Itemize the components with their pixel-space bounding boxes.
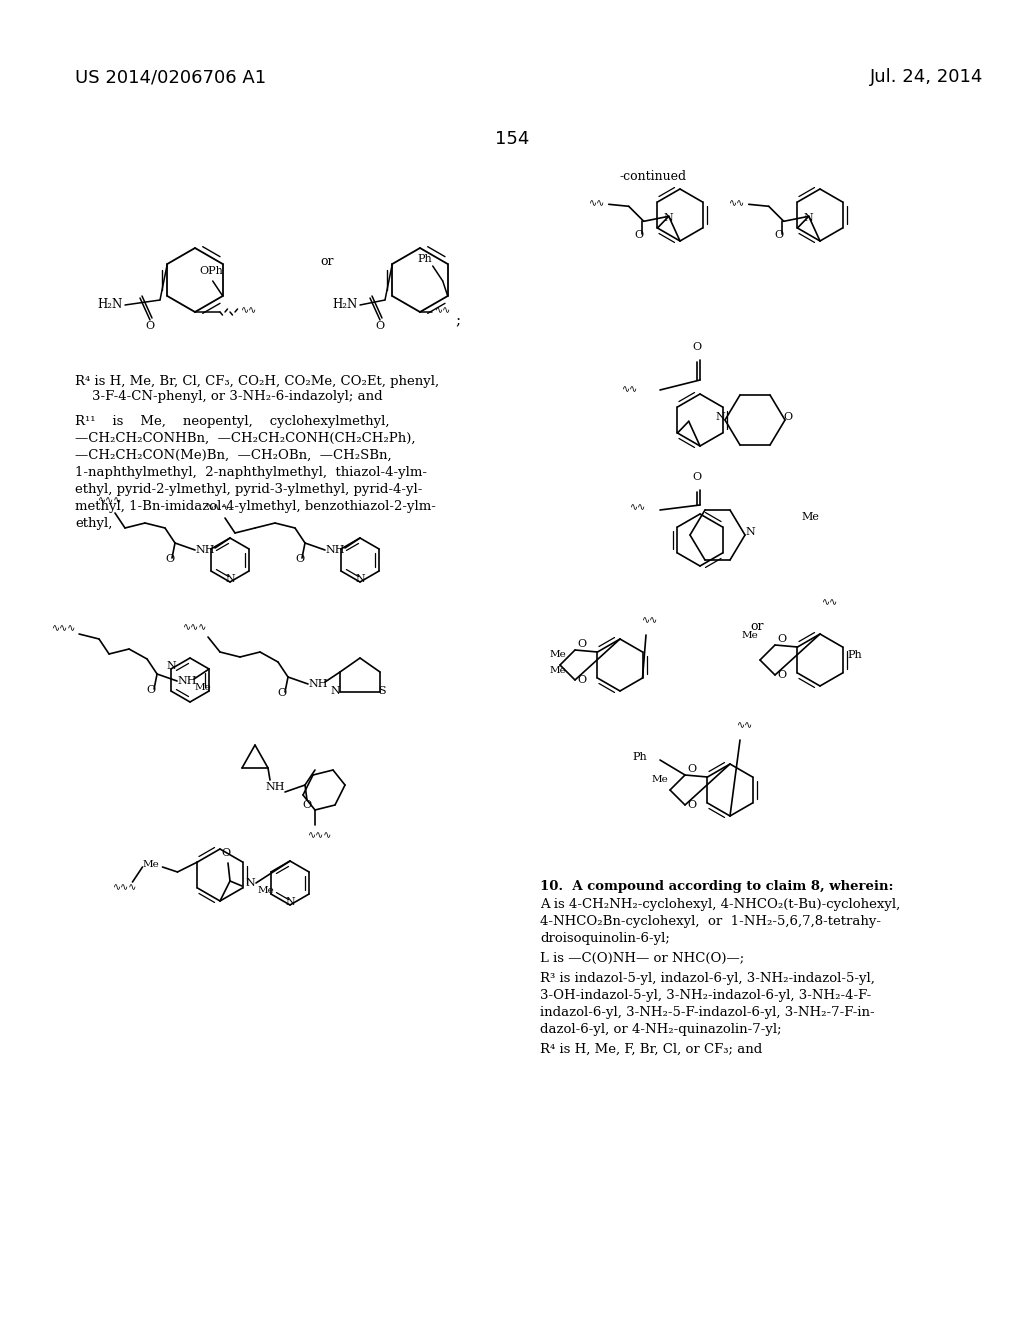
Text: L is —C(O)NH— or NHC(O)—;: L is —C(O)NH— or NHC(O)—; [540,952,744,965]
Text: N: N [804,214,814,223]
Text: N: N [715,412,725,422]
Text: O: O [221,847,230,858]
Text: ∿∿: ∿∿ [630,502,646,512]
Text: Ph: Ph [633,752,647,762]
Text: O: O [578,675,587,685]
Text: S: S [378,686,386,696]
Text: —CH₂CH₂CONHBn,  —CH₂CH₂CONH(CH₂CH₂Ph),: —CH₂CH₂CONHBn, —CH₂CH₂CONH(CH₂CH₂Ph), [75,432,416,445]
Text: N: N [664,214,674,223]
Text: or: or [750,620,764,634]
Text: ∿∿: ∿∿ [822,597,838,607]
Text: 4-NHCO₂Bn-cyclohexyl,  or  1-NH₂-5,6,7,8-tetrahy-: 4-NHCO₂Bn-cyclohexyl, or 1-NH₂-5,6,7,8-t… [540,915,881,928]
Text: O: O [296,554,304,564]
Text: Me: Me [550,667,566,675]
Text: NH: NH [177,676,197,686]
Text: Me: Me [651,775,669,784]
Text: O: O [578,639,587,649]
Text: NH: NH [265,781,285,792]
Text: R⁴ is H, Me, F, Br, Cl, or CF₃; and: R⁴ is H, Me, F, Br, Cl, or CF₃; and [540,1043,762,1056]
Text: Me: Me [741,631,758,640]
Text: A is 4-CH₂NH₂-cyclohexyl, 4-NHCO₂(t-Bu)-cyclohexyl,: A is 4-CH₂NH₂-cyclohexyl, 4-NHCO₂(t-Bu)-… [540,898,900,911]
Text: NH: NH [326,545,345,554]
Text: ∿∿∿: ∿∿∿ [308,830,332,840]
Text: NH: NH [196,545,215,554]
Text: or: or [319,255,334,268]
Text: Me: Me [801,512,819,521]
Text: -continued: -continued [620,170,687,183]
Text: O: O [145,321,155,331]
Text: ∿∿: ∿∿ [622,384,638,393]
Text: O: O [634,230,643,240]
Text: ∿∿: ∿∿ [241,305,257,315]
Text: ∿∿∿: ∿∿∿ [114,882,137,892]
Text: ∿∿: ∿∿ [642,615,658,624]
Text: ∿∿: ∿∿ [729,198,744,209]
Text: ;: ; [455,314,460,327]
Text: Me: Me [195,682,212,692]
Text: Me: Me [550,649,566,659]
Text: 10.  A compound according to claim 8, wherein:: 10. A compound according to claim 8, whe… [540,880,894,894]
Text: ethyl, pyrid-2-ylmethyl, pyrid-3-ylmethyl, pyrid-4-yl-: ethyl, pyrid-2-ylmethyl, pyrid-3-ylmethy… [75,483,422,496]
Text: O: O [687,800,696,810]
Text: O: O [692,342,701,352]
Text: Me: Me [142,861,159,869]
Text: N: N [225,574,234,583]
Text: droisoquinolin-6-yl;: droisoquinolin-6-yl; [540,932,670,945]
Text: ∿∿: ∿∿ [589,198,605,209]
Text: O: O [774,230,783,240]
Text: N: N [285,898,295,907]
Text: methyl, 1-Bn-imidazol-4-ylmethyl, benzothiazol-2-ylm-: methyl, 1-Bn-imidazol-4-ylmethyl, benzot… [75,500,436,513]
Text: O: O [692,473,701,482]
Text: O: O [278,688,287,698]
Text: N: N [166,661,176,671]
Text: Ph: Ph [418,253,432,264]
Text: dazol-6-yl, or 4-NH₂-quinazolin-7-yl;: dazol-6-yl, or 4-NH₂-quinazolin-7-yl; [540,1023,781,1036]
Text: —CH₂CH₂CON(Me)Bn,  —CH₂OBn,  —CH₂SBn,: —CH₂CH₂CON(Me)Bn, —CH₂OBn, —CH₂SBn, [75,449,391,462]
Text: O: O [376,321,385,331]
Text: R⁴ is H, Me, Br, Cl, CF₃, CO₂H, CO₂Me, CO₂Et, phenyl,
    3-F-4-CN-phenyl, or 3-: R⁴ is H, Me, Br, Cl, CF₃, CO₂H, CO₂Me, C… [75,375,439,403]
Text: O: O [687,764,696,774]
Text: Ph: Ph [848,649,862,660]
Text: ethyl,: ethyl, [75,517,113,531]
Text: Jul. 24, 2014: Jul. 24, 2014 [870,69,983,86]
Text: O: O [146,685,156,696]
Text: 154: 154 [495,129,529,148]
Text: ∿∿∿: ∿∿∿ [52,623,76,634]
Text: R¹¹    is    Me,    neopentyl,    cyclohexylmethyl,: R¹¹ is Me, neopentyl, cyclohexylmethyl, [75,414,389,428]
Text: 1-naphthylmethyl,  2-naphthylmethyl,  thiazol-4-ylm-: 1-naphthylmethyl, 2-naphthylmethyl, thia… [75,466,427,479]
Text: N: N [330,686,340,696]
Text: indazol-6-yl, 3-NH₂-5-F-indazol-6-yl, 3-NH₂-7-F-in-: indazol-6-yl, 3-NH₂-5-F-indazol-6-yl, 3-… [540,1006,874,1019]
Text: Me: Me [258,886,274,895]
Text: O: O [783,412,793,422]
Text: R³ is indazol-5-yl, indazol-6-yl, 3-NH₂-indazol-5-yl,: R³ is indazol-5-yl, indazol-6-yl, 3-NH₂-… [540,972,874,985]
Text: 3-OH-indazol-5-yl, 3-NH₂-indazol-6-yl, 3-NH₂-4-F-: 3-OH-indazol-5-yl, 3-NH₂-indazol-6-yl, 3… [540,989,871,1002]
Text: O: O [166,554,174,564]
Text: ∿∿: ∿∿ [737,719,753,730]
Text: H₂N: H₂N [333,298,357,312]
Text: N: N [355,574,365,583]
Text: OPh: OPh [200,267,223,276]
Text: O: O [302,800,311,810]
Text: ∿∿∿: ∿∿∿ [98,495,122,506]
Text: N: N [745,527,755,537]
Text: ∿∿: ∿∿ [435,305,452,315]
Text: H₂N: H₂N [97,298,123,312]
Text: O: O [777,671,786,680]
Text: ∿∿∿: ∿∿∿ [183,622,207,632]
Text: O: O [777,634,786,644]
Text: N: N [245,878,255,888]
Text: ∿∿∿: ∿∿∿ [206,502,230,512]
Text: US 2014/0206706 A1: US 2014/0206706 A1 [75,69,266,86]
Text: NH: NH [308,678,328,689]
